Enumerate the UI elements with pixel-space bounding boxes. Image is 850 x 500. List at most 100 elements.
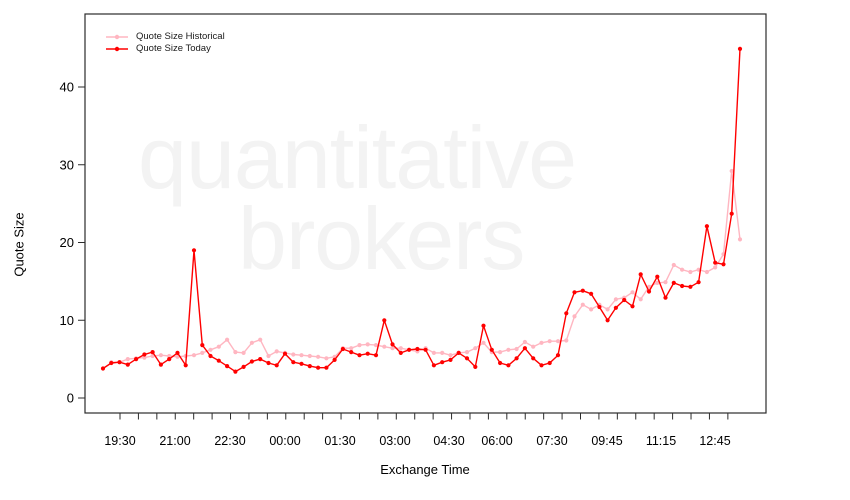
historical-data-point — [506, 347, 511, 352]
today-data-point — [680, 283, 685, 289]
historical-data-point — [299, 353, 304, 358]
today-data-point — [555, 353, 561, 358]
historical-data-point — [357, 343, 362, 348]
watermark-line-2: brokers — [238, 188, 525, 288]
historical-data-point — [324, 356, 329, 361]
today-data-point — [522, 346, 528, 351]
today-data-point — [100, 366, 106, 371]
today-data-point — [307, 364, 312, 369]
today-data-point — [655, 274, 660, 279]
x-tick-label: 09:45 — [591, 434, 622, 448]
today-data-point — [638, 272, 643, 277]
today-data-point — [216, 358, 221, 363]
today-data-point — [580, 288, 585, 293]
historical-data-point — [225, 337, 230, 342]
historical-data-point — [589, 307, 594, 312]
historical-data-point — [291, 352, 296, 357]
today-data-point — [191, 248, 197, 253]
today-data-point — [340, 346, 345, 352]
today-data-point — [142, 352, 147, 357]
historical-data-point — [613, 297, 619, 302]
today-data-point — [663, 295, 668, 300]
historical-data-point — [316, 354, 321, 359]
historical-data-point — [671, 262, 676, 268]
today-data-point — [613, 305, 619, 310]
historical-data-point — [398, 346, 403, 351]
historical-data-point — [349, 346, 354, 351]
today-data-point — [489, 347, 494, 352]
today-data-point — [572, 290, 577, 295]
historical-data-point — [125, 357, 130, 362]
today-data-point — [357, 353, 362, 358]
legend-item-today: Quote Size Today — [105, 43, 225, 55]
today-data-point — [349, 350, 354, 355]
x-tick-label: 04:30 — [433, 434, 464, 448]
today-data-point — [407, 347, 412, 352]
today-data-point — [324, 365, 329, 370]
historical-data-point — [431, 350, 436, 355]
legend-item-historical: Quote Size Historical — [105, 31, 225, 43]
x-tick-label: 06:00 — [481, 434, 512, 448]
historical-data-point — [208, 347, 213, 352]
historical-data-point — [680, 267, 685, 272]
x-tick-label: 07:30 — [536, 434, 567, 448]
historical-data-point — [547, 339, 552, 344]
today-data-point — [390, 342, 395, 347]
today-data-point — [158, 362, 163, 367]
historical-data-point — [241, 350, 246, 355]
today-data-point — [547, 360, 552, 366]
today-data-point — [597, 304, 602, 310]
x-tick-label: 12:45 — [699, 434, 730, 448]
historical-data-point — [729, 168, 734, 174]
today-data-point — [225, 364, 230, 369]
historical-data-point — [390, 346, 395, 351]
today-data-point — [721, 262, 726, 267]
today-data-point — [464, 356, 470, 361]
y-tick-label: 0 — [67, 391, 74, 406]
historical-data-point — [464, 350, 470, 355]
today-series-swatch-icon — [106, 46, 128, 52]
today-data-point — [332, 357, 337, 362]
historical-data-point — [365, 342, 370, 347]
today-data-point — [514, 356, 519, 361]
today-data-point — [208, 353, 213, 359]
x-tick-label: 19:30 — [104, 434, 135, 448]
today-data-point — [704, 224, 710, 229]
today-data-point — [622, 297, 627, 303]
legend: Quote Size Historical Quote Size Today — [105, 31, 225, 55]
historical-data-point — [539, 340, 544, 345]
historical-data-point — [514, 346, 519, 352]
legend-label-today: Quote Size Today — [136, 43, 211, 54]
historical-data-point — [605, 307, 610, 312]
today-data-point — [448, 357, 453, 362]
today-data-point — [299, 361, 304, 366]
historical-data-point — [481, 340, 486, 345]
today-data-point — [266, 360, 271, 366]
historical-data-point — [258, 337, 263, 342]
today-data-point — [481, 323, 486, 328]
today-data-point — [646, 289, 652, 294]
today-data-point — [316, 365, 321, 370]
today-data-point — [737, 46, 743, 52]
x-tick-label: 21:00 — [159, 434, 190, 448]
historical-data-point — [150, 353, 155, 359]
historical-data-point — [440, 350, 445, 355]
today-data-point — [589, 291, 594, 296]
today-data-point — [241, 364, 246, 369]
today-data-point — [564, 311, 569, 316]
historical-data-point — [158, 353, 163, 358]
today-data-point — [506, 363, 511, 368]
today-data-point — [398, 350, 403, 355]
y-tick-label: 30 — [60, 157, 74, 172]
x-tick-label: 01:30 — [324, 434, 355, 448]
historical-data-point — [713, 265, 718, 270]
historical-data-point — [142, 355, 147, 360]
x-tick-label: 11:15 — [646, 434, 676, 448]
historical-data-point — [572, 314, 577, 319]
watermark-line-1: quantitative — [138, 108, 577, 207]
historical-data-point — [688, 269, 693, 275]
today-data-point — [531, 356, 536, 361]
today-data-point — [605, 318, 610, 323]
